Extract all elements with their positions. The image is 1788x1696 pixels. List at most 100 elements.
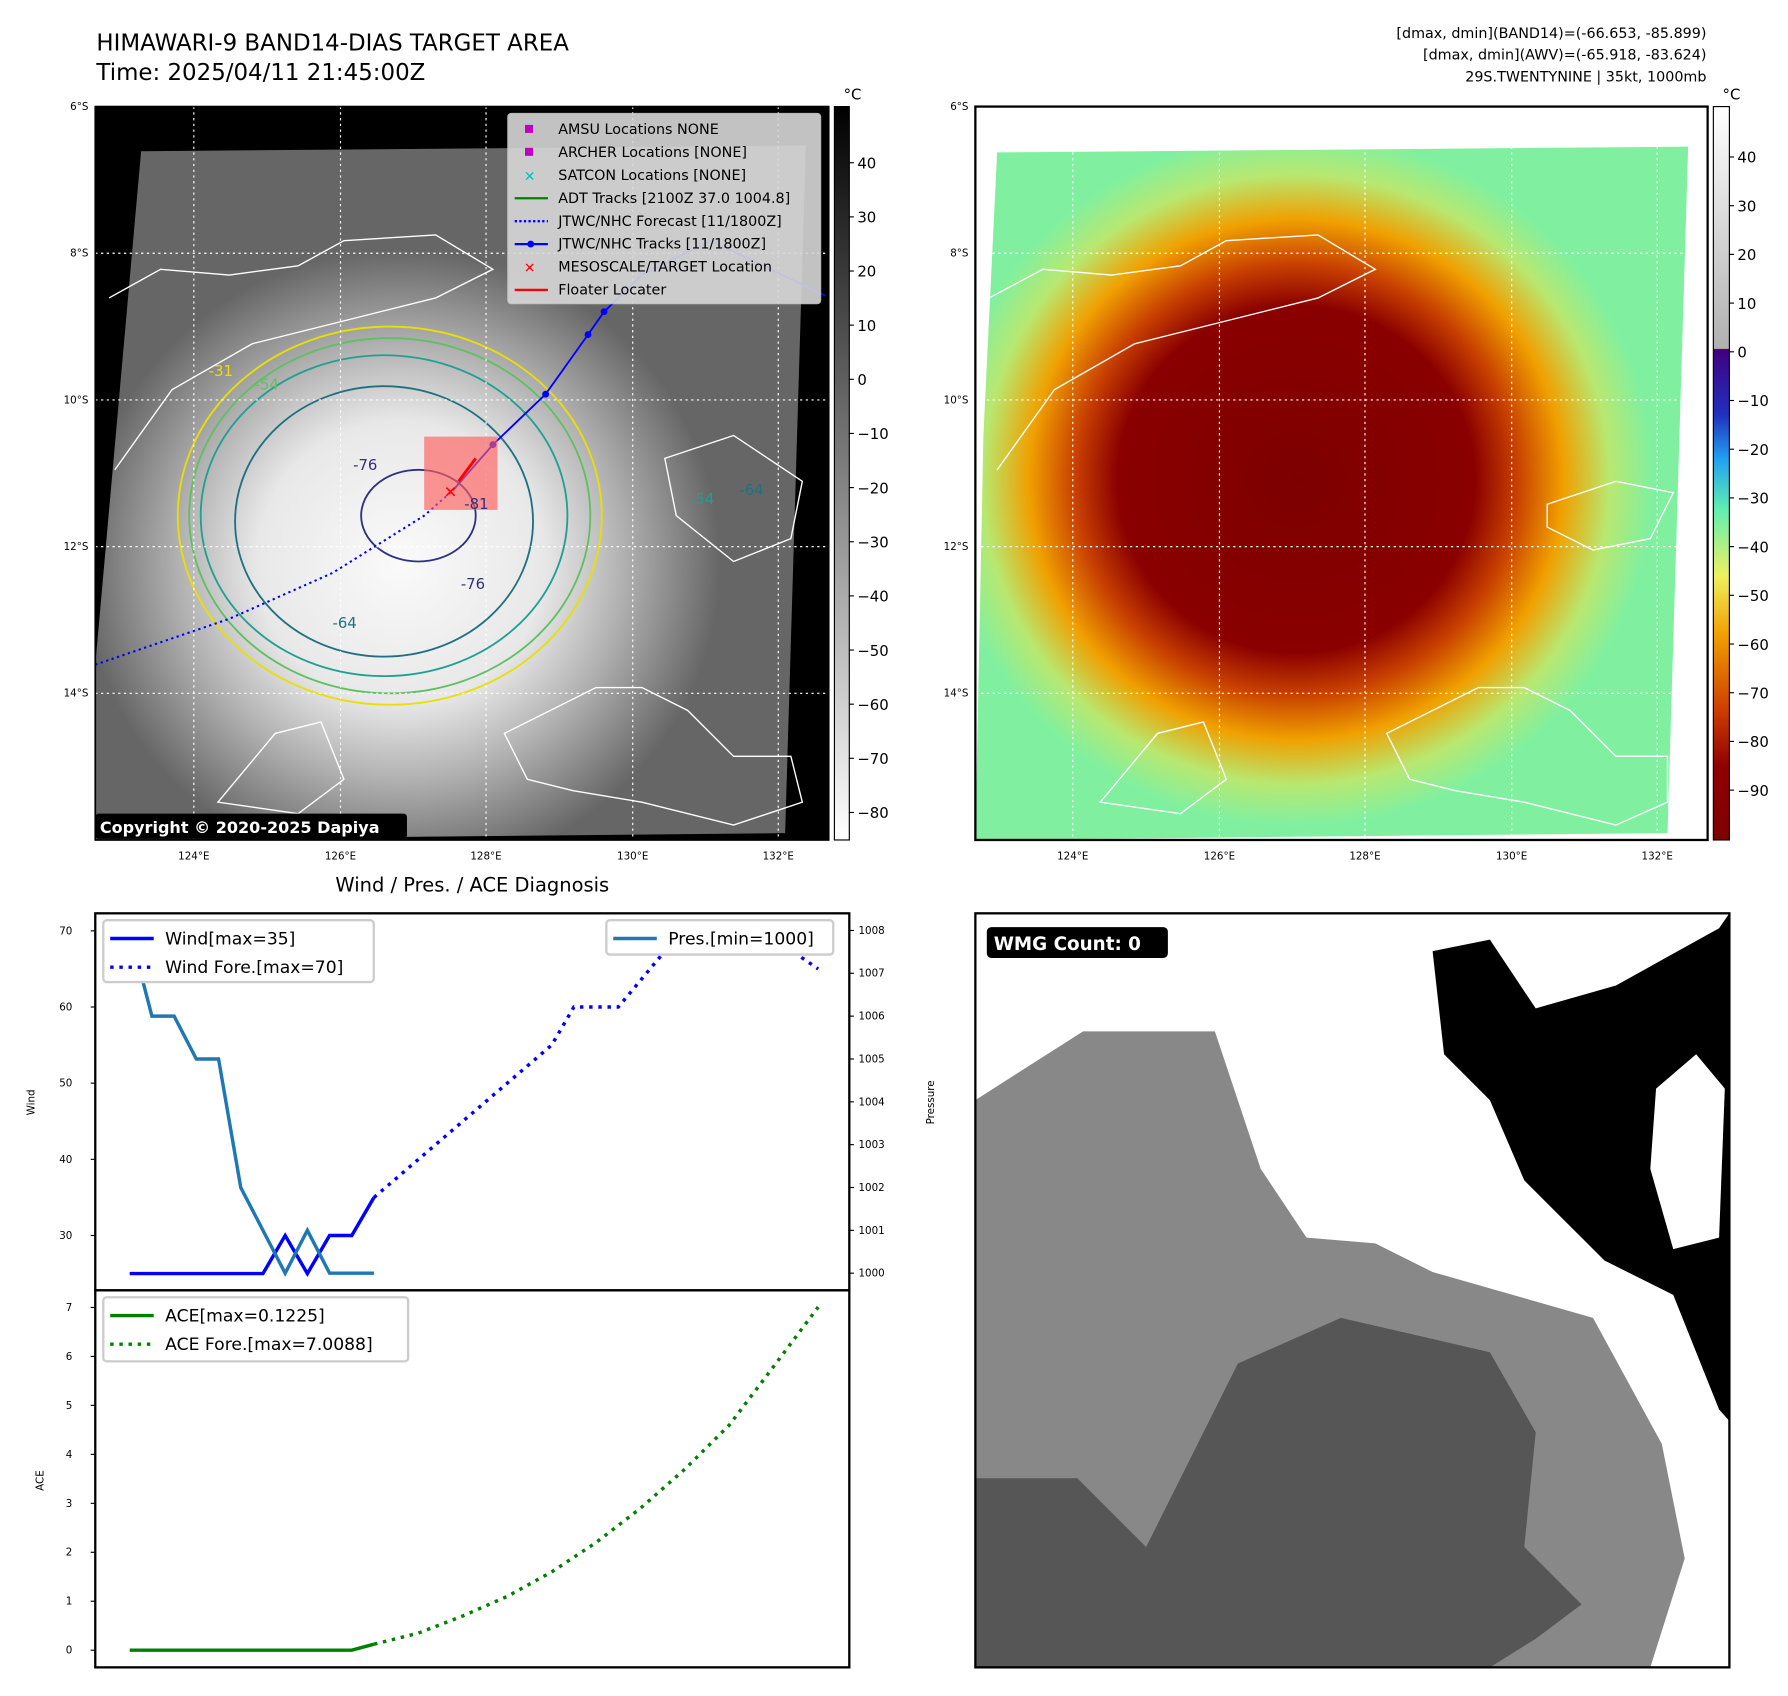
colorbar-tick-label: 0 — [857, 371, 866, 389]
y-right-tick-label: 1005 — [858, 1053, 884, 1065]
colorbar-tick-label: 10 — [1737, 295, 1756, 313]
chart-legend-label: Wind Fore.[max=70] — [165, 958, 343, 978]
x-marker-icon: ✕ — [524, 261, 536, 277]
y-right-tick-label: 1006 — [858, 1011, 884, 1023]
colorbar-tick-label: 40 — [1737, 149, 1756, 167]
colorbar-tick-label: −10 — [857, 425, 888, 443]
legend-item: ARCHER Locations [NONE] — [525, 145, 747, 161]
colorbar-tick-label: −30 — [857, 533, 888, 551]
y-tick-label: 4 — [66, 1449, 73, 1461]
lat-tick-label: 6°S — [950, 101, 968, 113]
legend-item: ADT Tracks [2100Z 37.0 1004.8] — [514, 191, 790, 207]
target-x-icon: ✕ — [444, 482, 457, 501]
series-line-wind — [129, 1196, 376, 1277]
svg-text:-31: -31 — [209, 362, 233, 380]
colorbar-tick-label: −50 — [1737, 587, 1768, 605]
svg-text:-64: -64 — [739, 481, 763, 499]
coastlines-awv — [988, 234, 1675, 826]
colorbar-tick-label: −30 — [1737, 490, 1768, 508]
y-tick-label: 3 — [66, 1498, 73, 1510]
coastlines — [108, 234, 804, 826]
chart-legend-label: Pres.[min=1000] — [668, 929, 814, 949]
colorbar-tick-label: 30 — [857, 209, 876, 227]
y-right-tick-label: 1000 — [858, 1268, 884, 1280]
y-tick-label: 7 — [66, 1302, 73, 1314]
legend-label: Floater Locater — [558, 283, 666, 299]
wind-axis-label: Wind — [26, 1089, 38, 1115]
colorbar-tick-label: 20 — [857, 263, 876, 281]
svg-text:-76: -76 — [353, 456, 377, 474]
legend-item: AMSU Locations NONE — [525, 122, 719, 138]
colorbar-tick-label: −40 — [1737, 538, 1768, 556]
lat-tick-label: 10°S — [64, 394, 89, 406]
awv-map — [974, 105, 1709, 842]
wmg-count-label: WMG Count: 0 — [994, 934, 1141, 955]
colorbar-tick-label: 40 — [857, 154, 876, 172]
floater-locater — [457, 457, 477, 483]
colorbar-tick-label: 10 — [857, 317, 876, 335]
colorbar-tick-label: −50 — [857, 642, 888, 660]
x-marker-icon: ✕ — [524, 169, 536, 185]
lat-tick-label: 14°S — [944, 688, 969, 700]
wmg-panel: WMG Count: 0 — [974, 912, 1731, 1669]
y-right-tick-label: 1001 — [858, 1225, 884, 1237]
legend-item: JTWC/NHC Tracks [11/1800Z] — [514, 237, 766, 253]
stats-band14: [dmax, dmin](BAND14)=(-66.653, -85.899) — [1396, 26, 1706, 42]
lon-tick-label: 130°E — [1496, 850, 1527, 862]
chart-legend — [605, 919, 835, 956]
colorbar-tick-label: −90 — [1737, 782, 1768, 800]
lat-tick-label: 12°S — [944, 541, 969, 553]
lat-tick-label: 10°S — [944, 394, 969, 406]
legend-item: ✕ SATCON Locations [NONE] — [524, 168, 746, 185]
colorbar-tick-label: −70 — [857, 750, 888, 768]
y-tick-label: 6 — [66, 1351, 73, 1363]
chart-legend-label: ACE[max=0.1225] — [165, 1306, 325, 1326]
y-tick-label: 1 — [66, 1596, 73, 1608]
square-marker-icon — [525, 147, 534, 156]
svg-text:-54: -54 — [690, 490, 714, 508]
colorbar-ir: °C 40 30 20 10 0 −10 −20 −30 −40 −50 −60 −70 −80 — [833, 86, 889, 841]
lon-tick-label: 126°E — [1204, 850, 1235, 862]
lon-tick-label: 132°E — [763, 850, 794, 862]
legend-label: JTWC/NHC Forecast [11/1800Z] — [557, 214, 782, 230]
copyright-box — [95, 813, 407, 839]
y-tick-label: 2 — [66, 1547, 73, 1559]
colorbar-awv: °C 40 30 20 10 0 −10 −20 −30 −40 −50 −60 −70 −80 −90 — [1712, 86, 1769, 841]
lat-tick-label: 8°S — [70, 248, 88, 260]
pressure-axis-label: Pressure — [925, 1080, 937, 1124]
lat-tick-label: 8°S — [950, 248, 968, 260]
lon-tick-label: 126°E — [325, 850, 356, 862]
figure-time: Time: 2025/04/11 21:45:00Z — [95, 60, 425, 86]
colorbar-tick-label: −20 — [1737, 441, 1768, 459]
colorbar-tick-label: −10 — [1737, 392, 1768, 410]
y-right-tick-label: 1007 — [858, 968, 884, 980]
lon-tick-label: 128°E — [1349, 850, 1380, 862]
y-tick-label: 40 — [59, 1154, 72, 1166]
lon-tick-label: 128°E — [470, 850, 501, 862]
stats-awv: [dmax, dmin](AWV)=(-65.918, -83.624) — [1423, 48, 1706, 64]
y-tick-label: 5 — [66, 1400, 73, 1412]
colorbar-tick-label: −40 — [857, 588, 888, 606]
y-right-tick-label: 1004 — [858, 1096, 884, 1108]
y-tick-label: 60 — [59, 1001, 72, 1013]
colorbar-tick-label: 30 — [1737, 197, 1756, 215]
wmg-black-region — [1432, 913, 1730, 1421]
y-tick-label: 30 — [59, 1230, 72, 1242]
colorbar-tick-label: 0 — [1737, 344, 1746, 362]
colorbar-tick-label: −80 — [857, 804, 888, 822]
ace-axis-label: ACE — [35, 1470, 47, 1491]
y-right-tick-label: 1002 — [858, 1182, 884, 1194]
colorbar-tick-label: −60 — [1737, 636, 1768, 654]
y-right-tick-label: 1003 — [858, 1139, 884, 1151]
y-tick-label: 50 — [59, 1078, 72, 1090]
colorbar-tick-label: 20 — [1737, 246, 1756, 264]
wmg-dark-gray-region — [975, 1317, 1582, 1668]
lat-tick-label: 14°S — [64, 688, 89, 700]
chart-legend-label: ACE Fore.[max=7.0088] — [165, 1335, 373, 1355]
colorbar-tick-label: −70 — [1737, 684, 1768, 702]
lon-tick-label: 130°E — [617, 850, 648, 862]
svg-text:-64: -64 — [332, 614, 356, 632]
legend-label: JTWC/NHC Tracks [11/1800Z] — [557, 237, 766, 253]
lon-tick-label: 124°E — [178, 850, 209, 862]
chart-legend-label: Wind[max=35] — [165, 929, 295, 949]
